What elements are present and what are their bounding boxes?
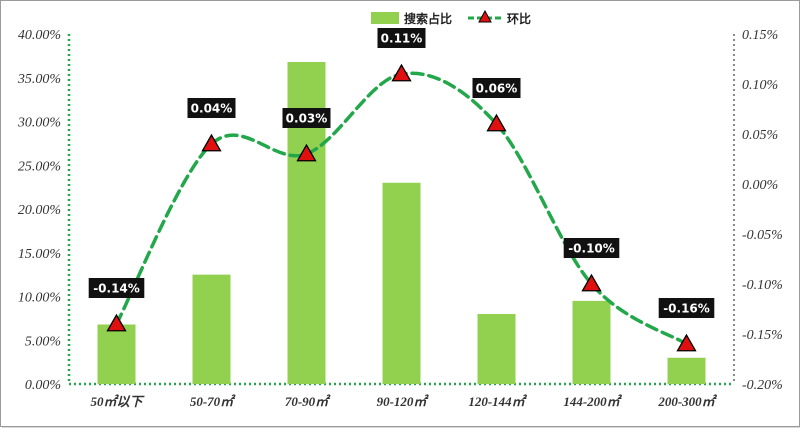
y-tick-left: 5.00% bbox=[25, 334, 61, 349]
y-tick-right: 0.00% bbox=[742, 178, 778, 193]
data-label: 0.03% bbox=[286, 112, 328, 126]
y-tick-left: 10.00% bbox=[18, 291, 61, 306]
line-marker-0 bbox=[106, 313, 127, 332]
y-tick-left: 25.00% bbox=[18, 159, 61, 174]
line-marker-3 bbox=[391, 63, 412, 82]
line-marker-4 bbox=[486, 113, 507, 132]
data-label: 0.04% bbox=[191, 102, 233, 116]
y-tick-right: -0.15% bbox=[742, 328, 783, 343]
data-label-box bbox=[472, 78, 521, 98]
y-tick-left: 15.00% bbox=[18, 247, 61, 262]
bar-1 bbox=[192, 274, 231, 384]
y-tick-left: 30.00% bbox=[17, 116, 61, 131]
data-labels: -0.14% 0.04% 0.03% 0.11% 0.06% -0.10% -0.16% bbox=[88, 28, 715, 318]
data-label-box bbox=[377, 28, 426, 48]
bar-6 bbox=[667, 357, 706, 384]
data-label-box bbox=[282, 108, 331, 128]
line-marker-6 bbox=[676, 333, 697, 352]
y-tick-left: 0.00% bbox=[25, 378, 61, 393]
line-marker-2 bbox=[296, 143, 317, 162]
data-label-box bbox=[88, 278, 145, 298]
x-tick-label: 90-120㎡ bbox=[377, 394, 430, 409]
data-label: 0.11% bbox=[381, 32, 423, 46]
axes bbox=[67, 34, 735, 386]
data-label-box bbox=[658, 298, 715, 318]
y-tick-right: -0.20% bbox=[742, 378, 783, 393]
bar-3 bbox=[382, 182, 421, 384]
data-label: -0.14% bbox=[93, 282, 140, 296]
line-series bbox=[106, 63, 697, 352]
legend: 搜索占比 环比 bbox=[371, 9, 531, 26]
y-tick-right: -0.10% bbox=[742, 278, 783, 293]
data-label: -0.10% bbox=[568, 242, 615, 256]
y-tick-right: 0.05% bbox=[742, 128, 778, 143]
legend-swatch-bar bbox=[371, 12, 399, 24]
x-tick-label: 144-200㎡ bbox=[563, 394, 622, 409]
y-tick-right: -0.05% bbox=[742, 228, 783, 243]
tick-labels: 0.00% 5.00% 10.00% 15.00% 20.00% 25.00% 30.00%… bbox=[17, 28, 783, 409]
line-marker-1 bbox=[201, 133, 222, 152]
data-label: -0.16% bbox=[663, 302, 710, 316]
legend-marker bbox=[478, 9, 492, 23]
data-label-box bbox=[187, 98, 236, 118]
y-tick-right: 0.10% bbox=[742, 78, 778, 93]
y-tick-left: 20.00% bbox=[18, 203, 61, 218]
bar-0 bbox=[97, 324, 136, 384]
x-tick-label: 70-90㎡ bbox=[285, 394, 331, 409]
x-tick-label: 50㎡以下 bbox=[90, 394, 145, 409]
legend-label-bar: 搜索占比 bbox=[404, 11, 452, 26]
y-tick-left: 35.00% bbox=[17, 72, 61, 87]
x-tick-label: 50-70㎡ bbox=[190, 394, 236, 409]
y-tick-right: 0.15% bbox=[742, 28, 778, 43]
data-label-box bbox=[563, 238, 620, 258]
x-tick-label: 120-144㎡ bbox=[468, 394, 527, 409]
bar-4 bbox=[477, 314, 516, 384]
legend-label-line: 环比 bbox=[507, 11, 531, 26]
bar-5 bbox=[572, 300, 611, 384]
x-tick-label: 200-300㎡ bbox=[657, 394, 717, 409]
y-tick-left: 40.00% bbox=[18, 28, 61, 43]
line-marker-5 bbox=[581, 273, 602, 292]
data-label: 0.06% bbox=[476, 82, 518, 96]
